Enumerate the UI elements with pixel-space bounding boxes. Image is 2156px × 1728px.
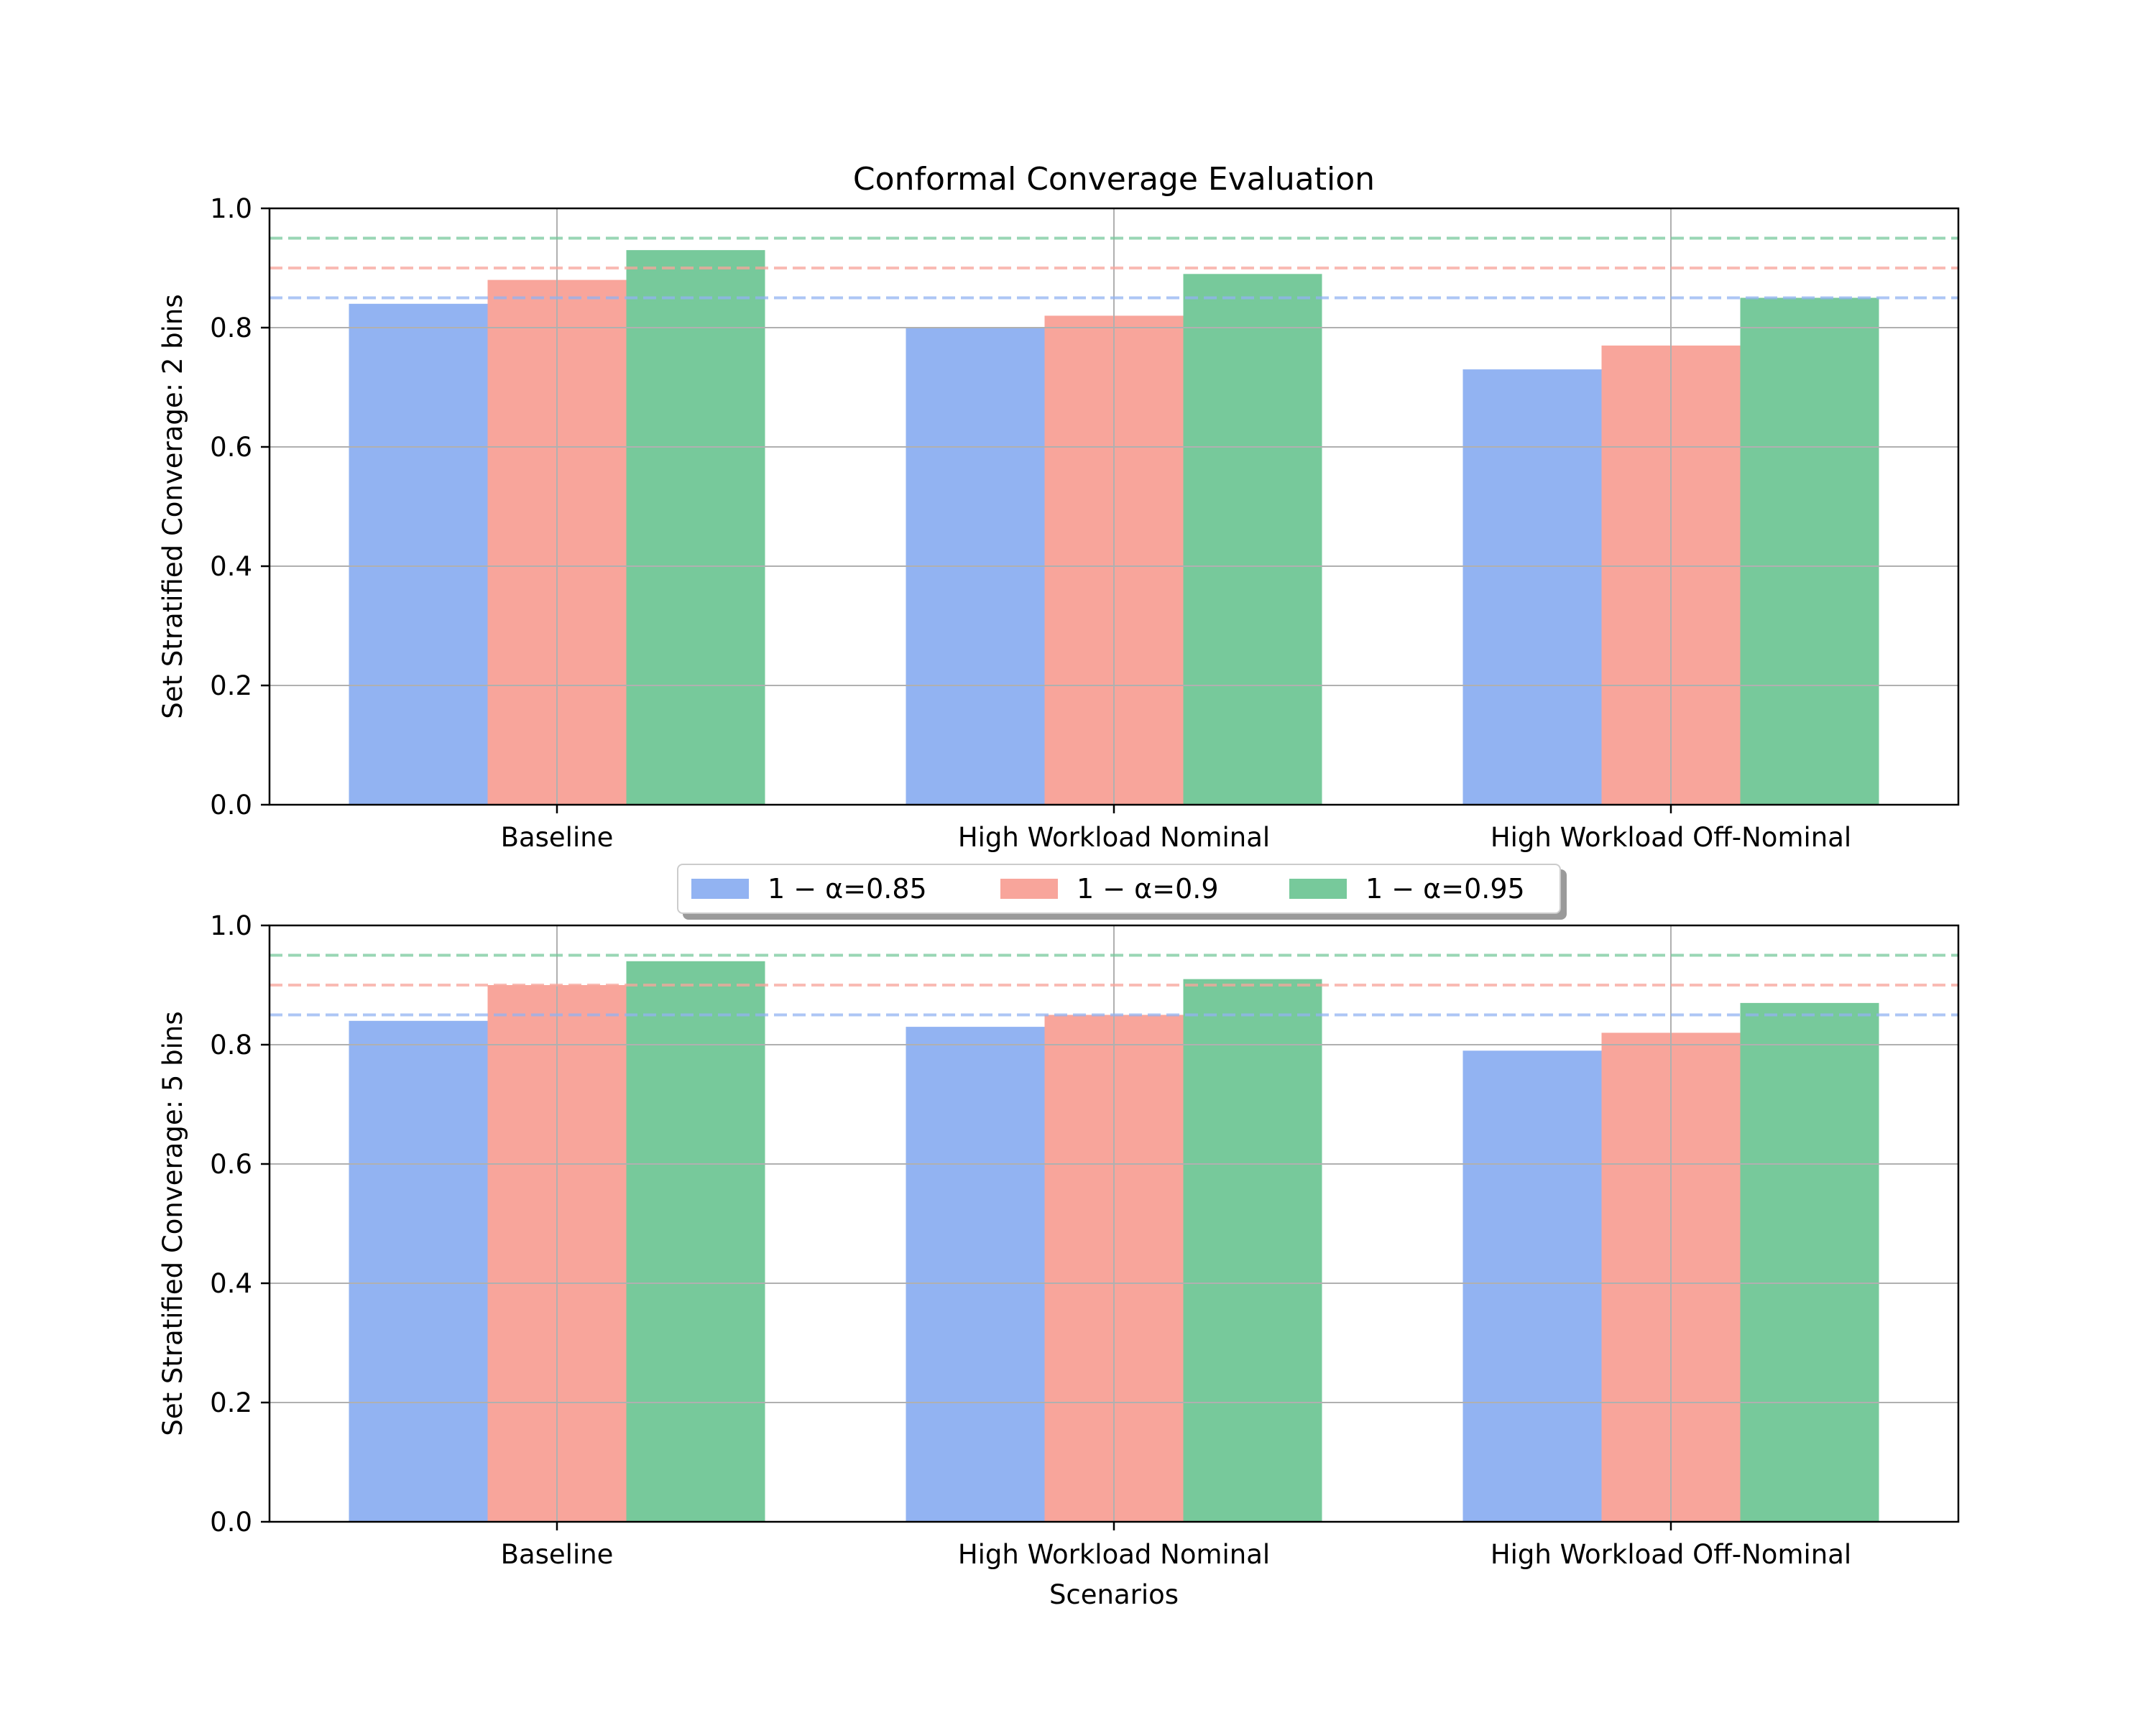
y-tick-label-p1-5: 1.0 [210, 910, 252, 941]
y-axis-label-p0: Set Stratified Converage: 2 bins [157, 294, 188, 719]
x-tick-label-p0-1: High Workload Nominal [958, 822, 1270, 853]
x-tick-label-p1-0: Baseline [501, 1539, 614, 1570]
bar-p1-c1-s2 [1183, 979, 1322, 1522]
y-tick-label-p1-2: 0.4 [210, 1268, 252, 1299]
bar-p0-c0-s2 [626, 250, 765, 805]
y-axis-label-p1: Set Stratified Converage: 5 bins [157, 1011, 188, 1436]
bar-p0-c2-s0 [1462, 369, 1602, 805]
x-tick-label-p1-1: High Workload Nominal [958, 1539, 1270, 1570]
legend: 1 − α=0.85 1 − α=0.9 1 − α=0.95 [677, 864, 1561, 914]
y-tick-label-p0-0: 0.0 [210, 790, 252, 821]
x-tick-label-p0-0: Baseline [501, 822, 614, 853]
bar-p0-c0-s0 [349, 303, 488, 805]
chart-title: Conformal Converage Evaluation [853, 161, 1375, 198]
bar-p1-c0-s2 [626, 961, 765, 1522]
y-tick-label-p0-3: 0.6 [210, 432, 252, 463]
x-tick-label-p1-2: High Workload Off-Nominal [1491, 1539, 1851, 1570]
bar-p1-c1-s0 [906, 1027, 1045, 1522]
y-tick-label-p1-3: 0.6 [210, 1149, 252, 1180]
legend-swatch-2 [1289, 879, 1347, 899]
legend-swatch-1 [1000, 879, 1058, 899]
y-tick-label-p1-0: 0.0 [210, 1507, 252, 1538]
y-tick-label-p0-4: 0.8 [210, 313, 252, 343]
bar-p1-c2-s2 [1740, 1002, 1879, 1522]
legend-label-1: 1 − α=0.9 [1077, 873, 1219, 905]
y-tick-label-p0-5: 1.0 [210, 193, 252, 224]
legend-swatch-0 [691, 879, 749, 899]
y-tick-label-p0-2: 0.4 [210, 551, 252, 582]
bar-p1-c2-s0 [1462, 1050, 1602, 1522]
x-axis-label-p1: Scenarios [1049, 1579, 1179, 1610]
y-tick-label-p1-4: 0.8 [210, 1030, 252, 1061]
legend-item-1: 1 − α=0.9 [1000, 865, 1219, 912]
bar-p1-c0-s0 [349, 1020, 488, 1522]
bar-p0-c1-s2 [1183, 274, 1322, 805]
legend-item-2: 1 − α=0.95 [1289, 865, 1525, 912]
legend-label-0: 1 − α=0.85 [768, 873, 927, 905]
x-tick-label-p0-2: High Workload Off-Nominal [1491, 822, 1851, 853]
y-tick-label-p0-1: 0.2 [210, 670, 252, 701]
bar-p0-c2-s2 [1740, 297, 1879, 805]
legend-item-0: 1 − α=0.85 [691, 865, 927, 912]
y-tick-label-p1-1: 0.2 [210, 1387, 252, 1418]
legend-label-2: 1 − α=0.95 [1365, 873, 1525, 905]
